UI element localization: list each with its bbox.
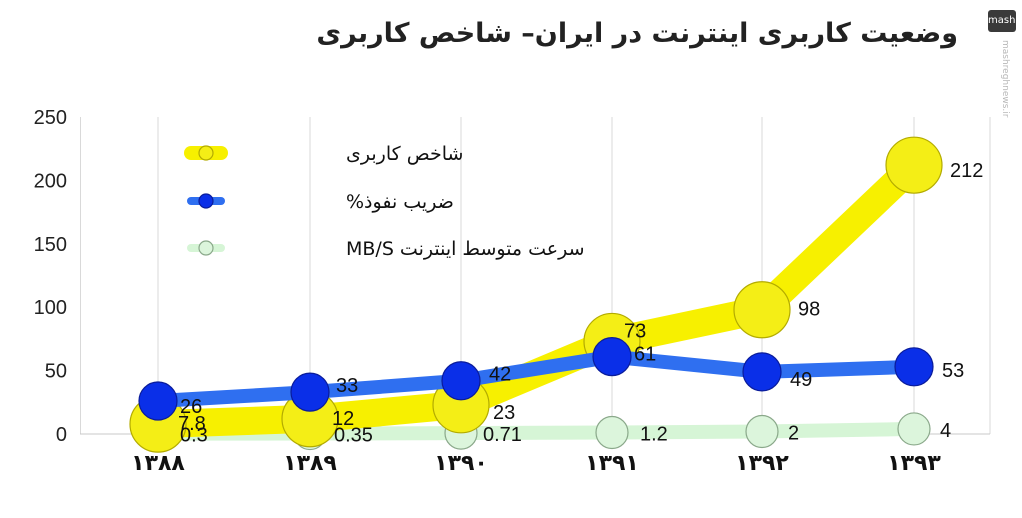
legend-swatch-marker [198, 145, 214, 161]
legend-swatch-marker [198, 240, 214, 256]
x-tick-label: ۱۳۹۰ [434, 451, 488, 476]
y-tick-label: 100 [34, 297, 67, 319]
x-tick-label: ۱۳۸۸ [131, 451, 185, 476]
data-label: 12 [332, 408, 354, 430]
data-label: 42 [489, 364, 511, 386]
watermark-text: mashreghnews.ir [1000, 40, 1010, 118]
data-label: 0.3 [180, 425, 208, 447]
data-point [733, 281, 791, 339]
data-label: 23 [493, 402, 515, 424]
series-line-1 [151, 349, 921, 409]
data-label: 73 [624, 320, 646, 342]
data-label: 26 [180, 396, 202, 418]
legend-swatch-marker [198, 193, 214, 209]
data-point [742, 352, 782, 392]
data-point [290, 372, 330, 412]
x-tick-label: ۱۳۹۲ [735, 451, 789, 476]
data-label: 49 [790, 369, 812, 391]
y-tick-label: 0 [56, 424, 67, 446]
data-point [897, 412, 931, 446]
y-tick-label: 250 [34, 107, 67, 129]
data-label: 1.2 [640, 423, 668, 445]
data-label: 7.8 [178, 413, 206, 435]
data-point [441, 361, 481, 401]
legend-label: سرعت متوسط اینترنت MB/S [346, 238, 585, 260]
data-point [745, 414, 779, 449]
data-point [592, 337, 632, 377]
x-tick-label: ۱۳۸۹ [283, 451, 337, 476]
data-label: 212 [950, 160, 983, 182]
x-tick-label: ۱۳۹۱ [585, 451, 639, 476]
data-point [138, 381, 178, 421]
y-tick-label: 200 [34, 170, 67, 192]
data-label: 4 [940, 420, 951, 442]
chart-title: وضعیت کاربری اینترنت در ایران– شاخص کارب… [316, 18, 958, 49]
x-tick-label: ۱۳۹۳ [887, 451, 941, 476]
watermark-logo: mashregh [988, 10, 1022, 32]
watermark: mashregh mashreghnews.ir [982, 10, 1022, 130]
data-label: 98 [798, 299, 820, 321]
y-tick-label: 50 [45, 361, 67, 383]
data-label: 0.35 [334, 425, 373, 447]
data-label: 53 [942, 360, 964, 382]
data-label: 0.71 [483, 424, 522, 446]
data-label: 33 [336, 375, 358, 397]
data-label: 2 [788, 422, 799, 444]
data-point [885, 136, 943, 194]
y-tick-label: 150 [34, 234, 67, 256]
data-point [894, 347, 934, 387]
legend-label: شاخص کاربری [346, 143, 463, 165]
legend-label: ضریب نفوذ% [346, 191, 454, 213]
data-label: 61 [634, 344, 656, 366]
data-point [595, 415, 629, 450]
